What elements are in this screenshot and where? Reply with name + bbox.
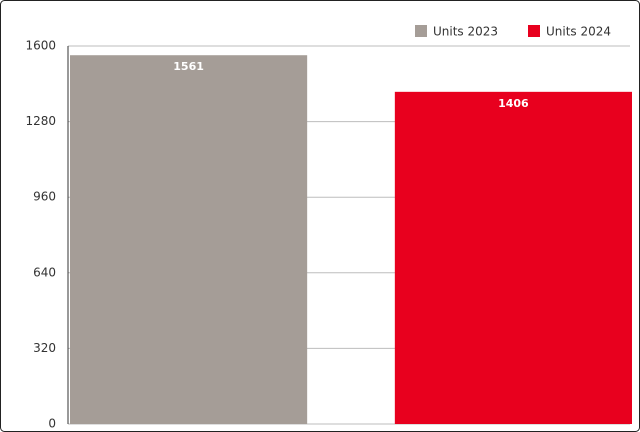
y-tick-label: 320 [33, 341, 56, 355]
value-label: 1406 [498, 97, 529, 110]
bar [394, 91, 632, 425]
value-label: 1561 [173, 60, 204, 73]
bar [70, 55, 308, 425]
y-tick-label: 640 [33, 265, 56, 279]
y-tick-label: 1280 [25, 114, 56, 128]
legend-swatch [415, 25, 427, 37]
legend-swatch [528, 25, 540, 37]
y-tick-label: 1600 [25, 39, 56, 53]
legend-label: Units 2024 [546, 25, 611, 39]
y-tick-label: 0 [48, 417, 56, 431]
legend-label: Units 2023 [433, 25, 498, 39]
y-tick-label: 960 [33, 190, 56, 204]
